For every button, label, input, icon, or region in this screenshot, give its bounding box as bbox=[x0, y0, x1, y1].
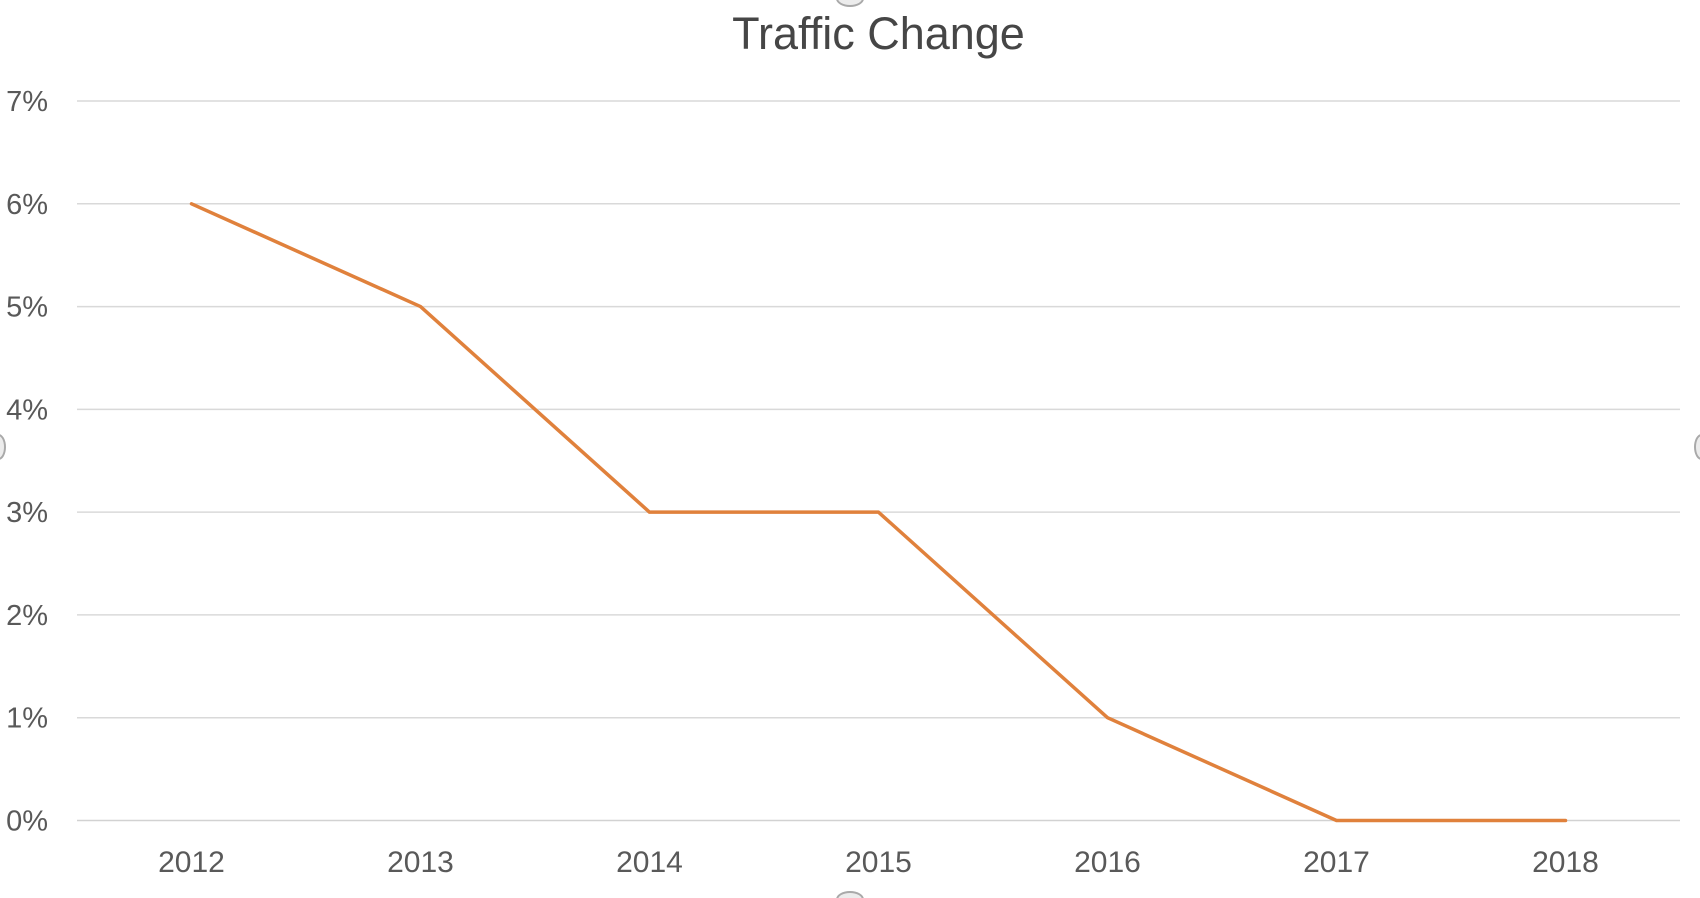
y-axis-tick-label: 1% bbox=[6, 703, 48, 735]
x-axis-tick-label: 2013 bbox=[387, 846, 454, 879]
chart-title[interactable]: Traffic Change bbox=[732, 8, 1025, 59]
series-line-traffic-change[interactable] bbox=[189, 202, 1568, 823]
x-axis-tick-label: 2017 bbox=[1303, 846, 1370, 879]
y-axis-tick-label: 2% bbox=[6, 600, 48, 632]
y-axis-tick-label: 4% bbox=[6, 394, 48, 426]
y-axis-tick-label: 5% bbox=[6, 292, 48, 324]
x-axis-tick-label: 2018 bbox=[1532, 846, 1599, 879]
x-axis-tick-label: 2012 bbox=[158, 846, 225, 879]
y-axis-tick-label: 7% bbox=[6, 86, 48, 118]
y-axis-tick-label: 0% bbox=[6, 806, 48, 838]
y-axis-tick-label: 6% bbox=[6, 189, 48, 221]
x-axis-tick-label: 2016 bbox=[1074, 846, 1141, 879]
x-axis-tick-label: 2015 bbox=[845, 846, 912, 879]
y-axis-tick-label: 3% bbox=[6, 497, 48, 529]
x-axis-tick-label: 2014 bbox=[616, 846, 683, 879]
